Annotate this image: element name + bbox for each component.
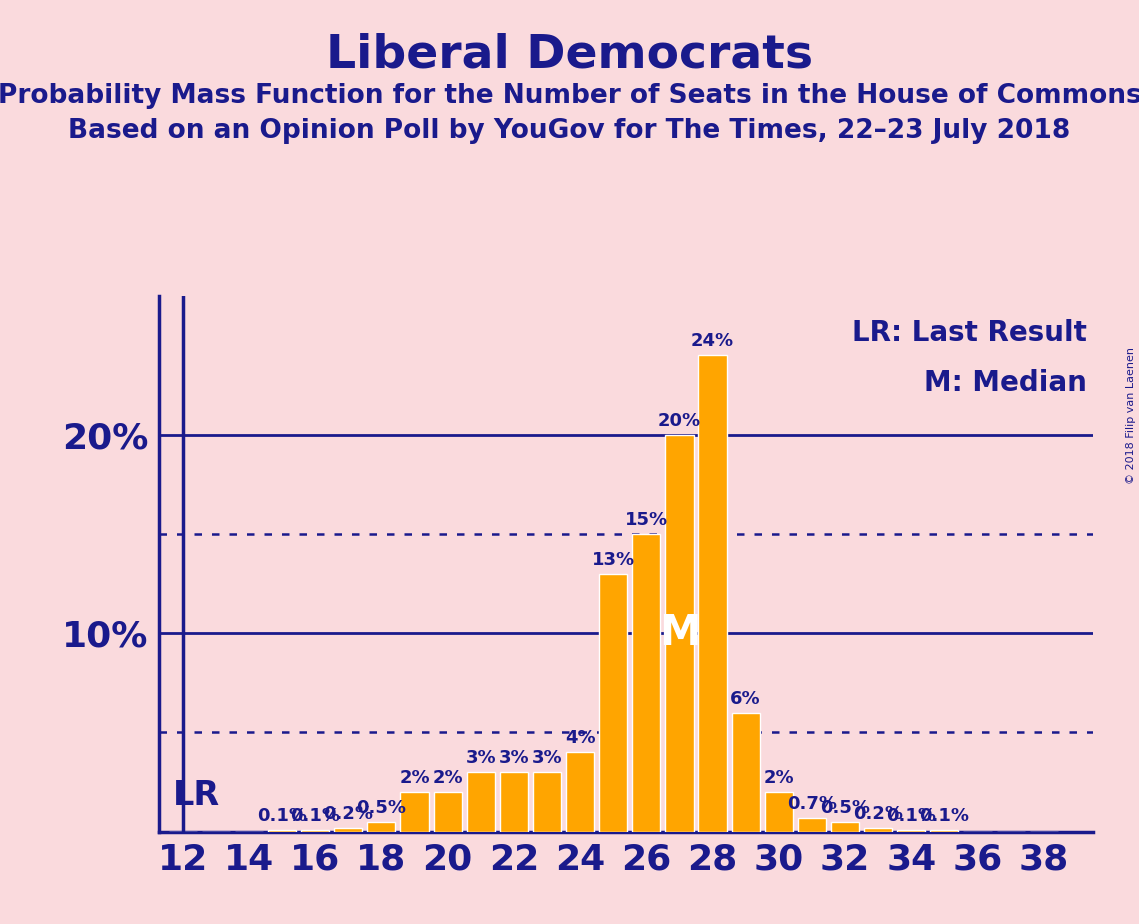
Text: Probability Mass Function for the Number of Seats in the House of Commons: Probability Mass Function for the Number… bbox=[0, 83, 1139, 109]
Text: 20%: 20% bbox=[658, 412, 700, 430]
Text: LR: Last Result: LR: Last Result bbox=[852, 320, 1087, 347]
Text: 24%: 24% bbox=[691, 333, 735, 350]
Text: 2%: 2% bbox=[399, 769, 429, 787]
Bar bbox=[434, 792, 461, 832]
Bar bbox=[401, 792, 428, 832]
Text: 2%: 2% bbox=[763, 769, 794, 787]
Bar bbox=[500, 772, 527, 832]
Bar bbox=[898, 830, 925, 832]
Text: 3%: 3% bbox=[466, 749, 497, 767]
Bar bbox=[665, 434, 694, 832]
Text: 0.1%: 0.1% bbox=[919, 807, 969, 824]
Bar bbox=[334, 828, 362, 832]
Text: 0.7%: 0.7% bbox=[787, 795, 837, 813]
Bar bbox=[268, 830, 296, 832]
Text: 3%: 3% bbox=[532, 749, 563, 767]
Bar bbox=[467, 772, 494, 832]
Text: M: M bbox=[658, 612, 700, 654]
Bar bbox=[831, 821, 859, 832]
Text: 0.1%: 0.1% bbox=[886, 807, 936, 824]
Text: 0.5%: 0.5% bbox=[820, 798, 870, 817]
Text: 0.2%: 0.2% bbox=[323, 805, 374, 822]
Text: © 2018 Filip van Laenen: © 2018 Filip van Laenen bbox=[1126, 347, 1136, 484]
Text: LR: LR bbox=[173, 779, 220, 812]
Bar bbox=[533, 772, 562, 832]
Text: 0.1%: 0.1% bbox=[290, 807, 341, 824]
Text: M: Median: M: Median bbox=[924, 369, 1087, 397]
Bar bbox=[865, 828, 892, 832]
Bar bbox=[931, 830, 959, 832]
Text: 15%: 15% bbox=[625, 511, 667, 529]
Text: 2%: 2% bbox=[433, 769, 462, 787]
Text: 13%: 13% bbox=[591, 551, 634, 568]
Bar bbox=[698, 355, 727, 832]
Bar bbox=[599, 574, 628, 832]
Bar bbox=[764, 792, 793, 832]
Bar bbox=[566, 752, 595, 832]
Bar bbox=[367, 821, 395, 832]
Text: 6%: 6% bbox=[730, 689, 761, 708]
Text: Liberal Democrats: Liberal Democrats bbox=[326, 32, 813, 78]
Bar bbox=[301, 830, 329, 832]
Text: 0.1%: 0.1% bbox=[257, 807, 308, 824]
Bar bbox=[797, 818, 826, 832]
Bar bbox=[632, 534, 661, 832]
Text: 0.2%: 0.2% bbox=[853, 805, 903, 822]
Text: Based on an Opinion Poll by YouGov for The Times, 22–23 July 2018: Based on an Opinion Poll by YouGov for T… bbox=[68, 118, 1071, 144]
Text: 3%: 3% bbox=[499, 749, 530, 767]
Bar bbox=[731, 712, 760, 832]
Text: 0.5%: 0.5% bbox=[357, 798, 407, 817]
Text: 4%: 4% bbox=[565, 729, 596, 748]
